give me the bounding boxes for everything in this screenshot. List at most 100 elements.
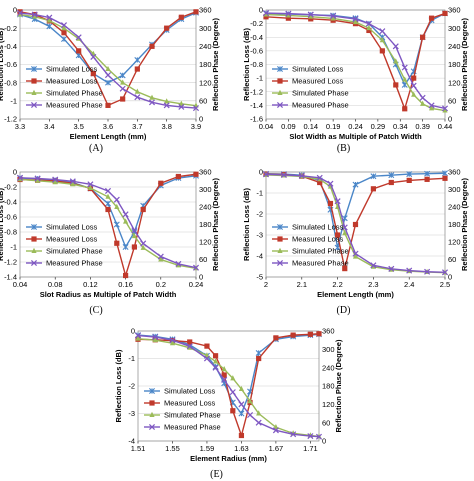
data-point <box>149 94 155 100</box>
legend-entry: Simulated Loss <box>164 387 216 396</box>
data-point <box>406 177 412 183</box>
legend-marker <box>149 400 155 406</box>
data-point <box>178 100 184 106</box>
data-point <box>256 410 262 416</box>
plot-frame <box>265 171 446 278</box>
legend-entry: Measured Loss <box>46 235 98 244</box>
plot-frame <box>19 9 197 120</box>
x-tick-label: 3.4 <box>44 122 54 131</box>
legend: Simulated Loss Measured Loss Simulated Pha… <box>272 223 349 268</box>
data-point <box>192 105 200 112</box>
data-point <box>105 102 111 108</box>
data-point <box>230 375 236 381</box>
data-point <box>379 37 385 43</box>
data-point <box>379 28 386 35</box>
x-tick-label: 0.24 <box>348 122 363 131</box>
data-point <box>441 269 449 276</box>
data-point <box>16 174 24 181</box>
legend-marker <box>31 78 37 84</box>
y-left-tick-label: -0.6 <box>250 46 263 55</box>
x-axis-label: Slot Width as Multiple of Patch Width <box>289 132 422 141</box>
data-point <box>134 66 140 72</box>
y-right-tick-label: 180 <box>448 60 461 69</box>
y-left-tick-label: 0 <box>131 327 135 336</box>
data-point <box>392 43 399 50</box>
y-left-axis-label: Reflection Loss (dB) <box>242 188 251 261</box>
data-point <box>204 352 210 358</box>
data-point <box>140 206 146 213</box>
legend-marker <box>30 101 38 109</box>
y-left-axis-label: Reflection Loss (dB) <box>114 349 123 422</box>
data-point <box>230 408 236 414</box>
data-point <box>17 11 23 17</box>
data-point <box>178 103 185 110</box>
data-point <box>192 264 200 271</box>
data-point <box>290 332 296 338</box>
data-point <box>424 176 430 182</box>
data-point <box>164 98 170 104</box>
data-point <box>327 180 334 187</box>
data-point <box>123 272 129 279</box>
legend: Simulated Loss Measured Loss Simulated Pha… <box>26 223 103 268</box>
data-point <box>193 171 199 177</box>
legend-marker <box>31 247 37 253</box>
data-point <box>122 244 129 250</box>
y-left-tick-label: -0.2 <box>4 24 17 33</box>
x-tick-label: 3.6 <box>103 122 113 131</box>
data-point <box>317 176 323 182</box>
data-point <box>120 96 126 102</box>
data-point <box>370 262 377 269</box>
x-axis-label: Element Length (mm) <box>70 132 147 141</box>
data-point <box>317 179 323 186</box>
y-left-tick-label: -1.6 <box>250 115 263 124</box>
data-point <box>169 340 176 346</box>
data-point <box>238 385 245 392</box>
data-point <box>315 433 323 440</box>
series-simulated-phase <box>263 11 448 113</box>
data-point <box>370 263 376 269</box>
data-point <box>342 230 348 236</box>
data-point <box>104 187 112 194</box>
data-point <box>401 64 408 71</box>
data-point <box>221 372 227 378</box>
y-left-tick-label: -1.2 <box>4 258 17 267</box>
data-point <box>402 76 408 82</box>
series-simulated-phase <box>17 11 199 108</box>
legend-marker <box>31 89 37 95</box>
y-left-axis-label: Reflection Loss (dB) <box>0 188 5 261</box>
data-point <box>152 334 159 341</box>
data-point <box>134 88 140 94</box>
panel-caption: (E) <box>210 469 223 480</box>
legend-marker <box>276 101 284 109</box>
data-point <box>60 22 68 29</box>
y-right-tick-label: 0 <box>448 115 452 124</box>
y-left-tick-label: -0.4 <box>4 198 17 207</box>
data-point <box>370 186 376 192</box>
y-left-tick-label: -3 <box>128 409 135 418</box>
data-point <box>262 10 270 17</box>
y-left-tick-label: -1.2 <box>250 87 263 96</box>
y-left-tick-label: -1 <box>256 74 263 83</box>
data-point <box>119 72 126 79</box>
data-point <box>212 353 219 359</box>
x-tick-label: 0.16 <box>118 280 133 289</box>
x-tick-label: 2.1 <box>297 280 307 289</box>
x-tick-label: 2.2 <box>332 280 342 289</box>
x-tick-label: 0.09 <box>281 122 296 131</box>
y-right-tick-label: 180 <box>199 220 212 229</box>
data-point <box>327 200 334 207</box>
x-tick-label: 0.2 <box>156 280 166 289</box>
x-tick-label: 1.55 <box>165 444 180 453</box>
data-point <box>280 171 287 178</box>
data-point <box>420 100 426 106</box>
series-simulated-phase <box>135 335 322 439</box>
data-point <box>330 15 336 21</box>
data-point <box>352 181 359 188</box>
y-left-tick-label: -5 <box>256 273 263 282</box>
data-point <box>61 36 67 43</box>
legend: Simulated Loss Measured Loss Simulated Pha… <box>144 387 221 432</box>
data-point <box>410 82 417 89</box>
legend-marker <box>31 224 37 230</box>
y-right-tick-label: 300 <box>322 345 335 354</box>
data-point <box>388 265 395 272</box>
